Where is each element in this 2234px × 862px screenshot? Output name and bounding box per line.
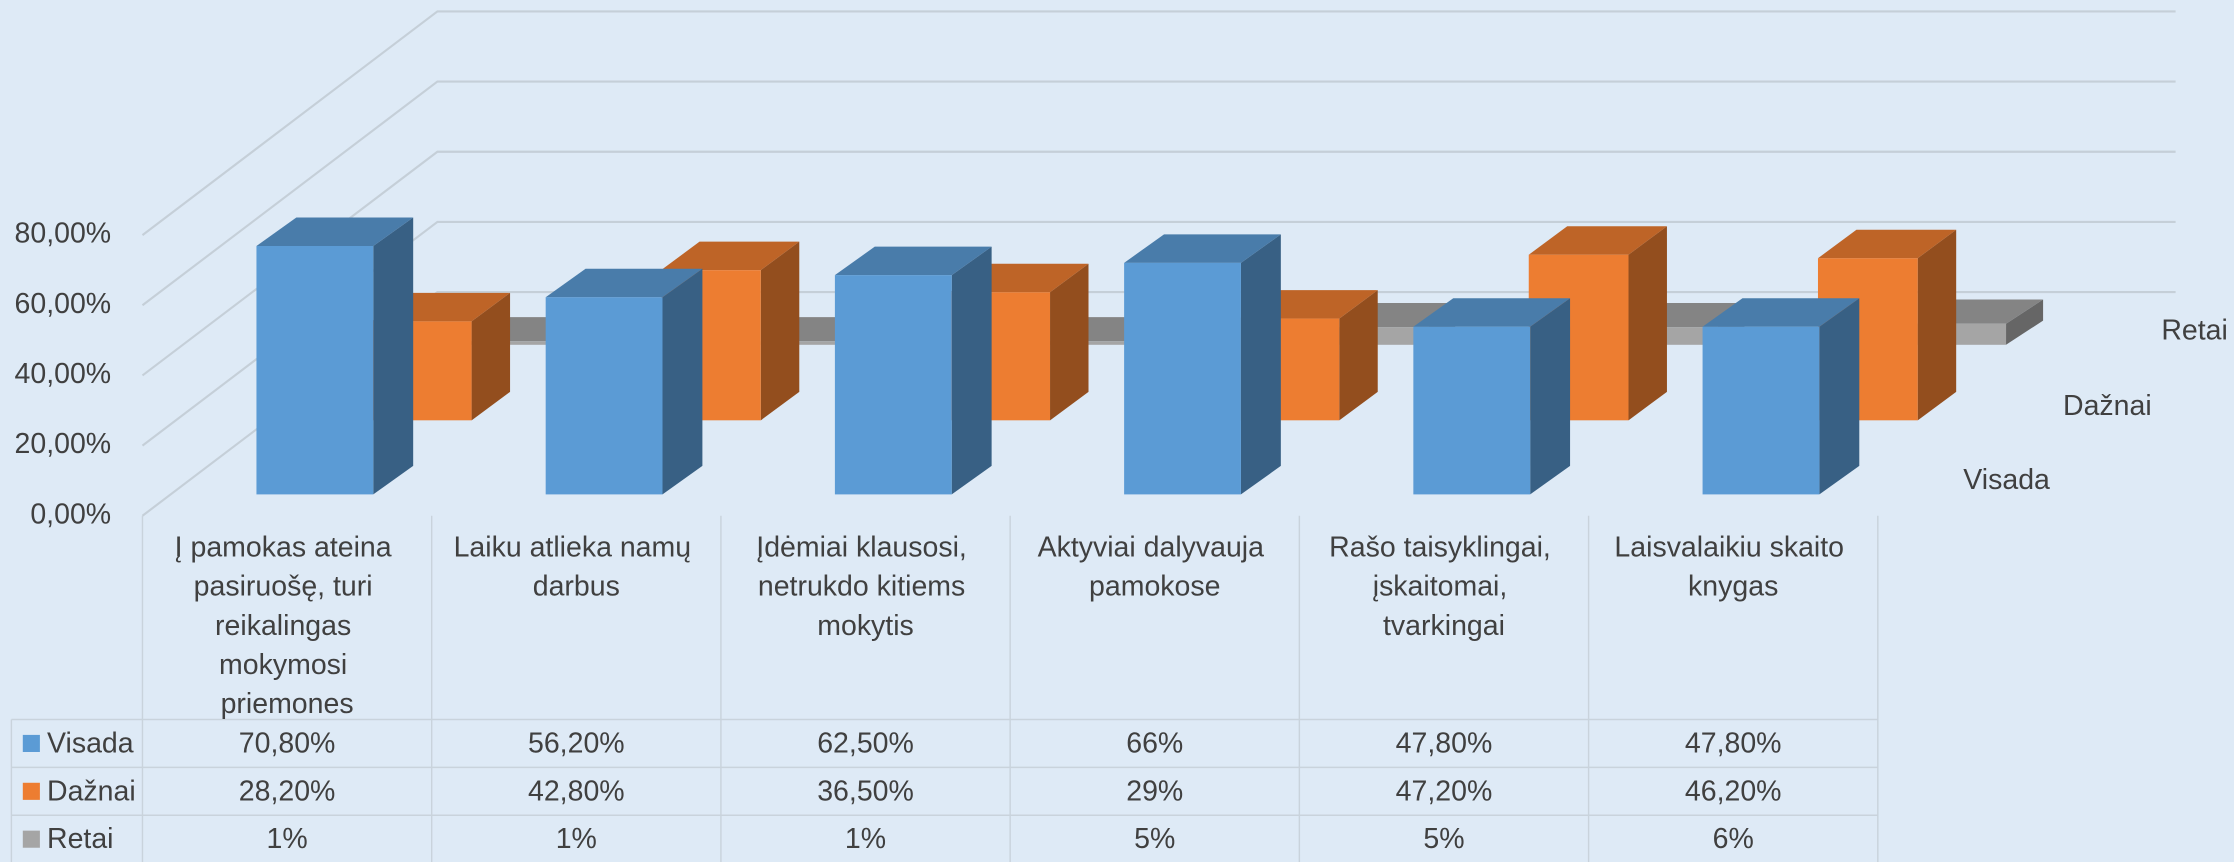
table-value: 5% — [1423, 823, 1464, 855]
y-tick-label: 20,00% — [15, 428, 112, 460]
table-value: 36,50% — [817, 775, 914, 807]
category-line: Laiku atlieka namų — [454, 531, 699, 563]
category-line: įskaitomai, — [1373, 570, 1515, 602]
bar-front — [1413, 326, 1531, 495]
category-line: priemones — [221, 688, 354, 720]
series-label: Visada — [1963, 464, 2050, 496]
category-label: Laiku atlieka namų darbus — [454, 531, 699, 602]
bar-side — [2006, 299, 2044, 345]
bar — [545, 268, 703, 495]
bar-top — [1413, 298, 1571, 327]
bar-front — [834, 275, 952, 495]
bar-front — [471, 341, 560, 345]
grid-line — [141, 80, 2176, 307]
table-value: 1% — [556, 823, 597, 855]
table-value: 62,50% — [817, 727, 914, 759]
bar-top — [1528, 226, 1667, 255]
table-value: 6% — [1713, 823, 1754, 855]
series-label: Retai — [2161, 315, 2228, 347]
bar-top — [1702, 298, 1860, 327]
category-line: pasiruošę, turi — [194, 570, 381, 602]
category-line: darbus — [533, 570, 620, 602]
grid-line — [141, 150, 2176, 377]
bar-side — [662, 268, 703, 495]
bar-side — [373, 217, 414, 495]
table-value: 5% — [1134, 823, 1175, 855]
category-line: Įdėmiai klausosi, — [756, 531, 974, 563]
table-value: 1% — [845, 823, 886, 855]
bar-front — [1124, 262, 1241, 495]
bar-top — [545, 268, 703, 298]
table-value: 46,20% — [1685, 775, 1782, 807]
bar-front — [545, 297, 663, 495]
bar-side — [760, 241, 800, 421]
legend-swatch — [22, 830, 40, 848]
category-label: Aktyviai dalyvauja pamokose — [1038, 531, 1272, 602]
category-label: Rašo taisyklingai, įskaitomai, tvarkinga… — [1329, 531, 1559, 641]
table-value: 47,20% — [1396, 775, 1493, 807]
category-line: knygas — [1688, 570, 1778, 602]
bar-side — [951, 246, 992, 495]
table-value: 42,80% — [528, 775, 625, 807]
bar-top — [1124, 234, 1281, 263]
table-value: 47,80% — [1685, 727, 1782, 759]
table-value: 66% — [1126, 727, 1183, 759]
series-label: Dažnai — [2063, 390, 2152, 422]
legend-swatch — [22, 734, 40, 752]
category-line: tvarkingai — [1383, 609, 1505, 641]
legend-label: Dažnai — [47, 775, 136, 807]
category-line: mokytis — [817, 609, 914, 641]
bar-front — [1050, 341, 1139, 345]
table-value: 1% — [267, 823, 308, 855]
table-value: 29% — [1126, 775, 1183, 807]
bar-side — [1819, 298, 1860, 495]
grid-line — [141, 220, 2176, 447]
bar-top — [1817, 229, 1957, 259]
y-tick-label: 60,00% — [15, 288, 112, 320]
table-value: 56,20% — [528, 727, 625, 759]
table-value: 28,20% — [239, 775, 336, 807]
category-line: Aktyviai dalyvauja — [1038, 531, 1272, 563]
table-value: 47,80% — [1396, 727, 1493, 759]
category-line: netrukdo kitiems — [758, 570, 973, 602]
table-value: 70,80% — [239, 727, 336, 759]
bar-front — [760, 341, 850, 345]
category-label: Laisvalaikiu skaito knygas — [1614, 531, 1852, 602]
category-line: Laisvalaikiu skaito — [1614, 531, 1852, 563]
bar-front — [1702, 326, 1820, 495]
bar-side — [1530, 298, 1571, 495]
y-tick-label: 40,00% — [15, 358, 112, 390]
y-tick-label: 0,00% — [30, 498, 111, 530]
bar-front — [256, 246, 374, 495]
category-line: Rašo taisyklingai, — [1329, 531, 1559, 563]
bar — [1124, 234, 1281, 495]
category-line: mokymosi — [219, 649, 355, 681]
category-line: Į pamokas ateina — [175, 531, 400, 563]
bar-side — [471, 292, 511, 421]
bar-top — [256, 217, 414, 247]
bar — [1702, 298, 1860, 495]
bar — [834, 246, 992, 495]
bar-side — [1917, 229, 1957, 421]
legend-label: Visada — [47, 727, 134, 759]
category-label: Įdėmiai klausosi, netrukdo kitiems mokyt… — [756, 531, 974, 641]
bar — [1413, 298, 1571, 495]
y-tick-label: 80,00% — [15, 218, 112, 250]
grid-line — [141, 10, 2176, 236]
category-line: reikalingas — [215, 609, 359, 641]
bar-side — [1339, 290, 1378, 421]
bar-side — [1628, 226, 1667, 421]
category-label: Į pamokas ateina pasiruošę, turi reikali… — [175, 531, 400, 720]
category-line: pamokose — [1089, 570, 1220, 602]
bar-top — [661, 241, 800, 271]
bar-side — [1050, 263, 1089, 421]
legend-label: Retai — [47, 823, 114, 855]
legend-swatch — [22, 782, 40, 800]
bar-side — [1240, 234, 1281, 495]
bar — [256, 217, 414, 495]
bar-top — [834, 246, 992, 276]
